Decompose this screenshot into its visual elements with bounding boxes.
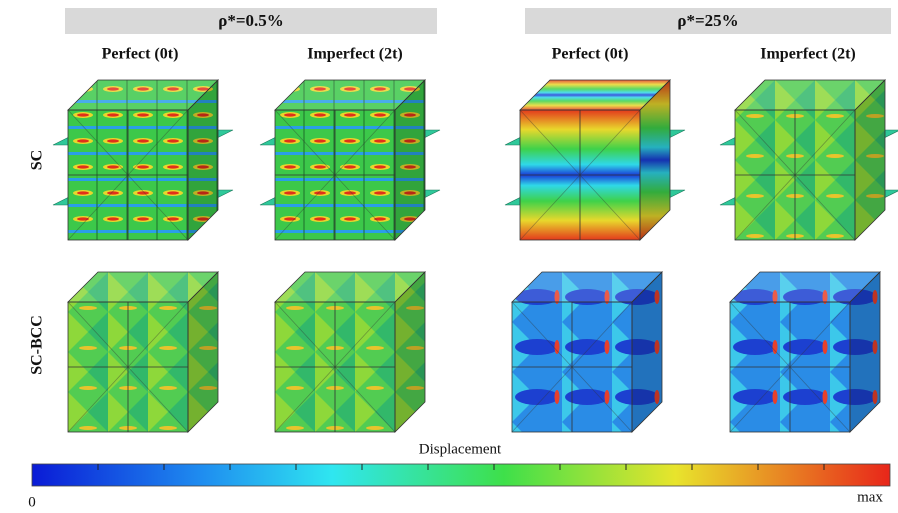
group-title: ρ*=25% [677,11,738,30]
row-label: SC-BCC [29,315,46,375]
colorbar-max: max [857,489,883,505]
group-title: ρ*=0.5% [218,11,284,30]
simulation-image [730,272,880,432]
column-label: Imperfect (2t) [307,46,403,63]
simulation-image [53,80,233,240]
colorbar-min: 0 [28,494,36,510]
column-label: Imperfect (2t) [760,46,856,63]
row-label: SC [29,150,46,170]
simulation-image [505,80,685,240]
colorbar-title: Displacement [419,441,502,457]
simulation-image [512,272,662,432]
simulation-image [720,80,898,240]
simulation-image [275,272,425,432]
figure: ρ*=0.5% ρ*=25% Perfect (0t) Imperfect (2… [0,0,898,513]
simulation-image [68,272,218,432]
column-label: Perfect (0t) [552,46,629,63]
simulation-image [260,80,440,240]
column-label: Perfect (0t) [102,46,179,63]
colorbar [32,464,890,486]
